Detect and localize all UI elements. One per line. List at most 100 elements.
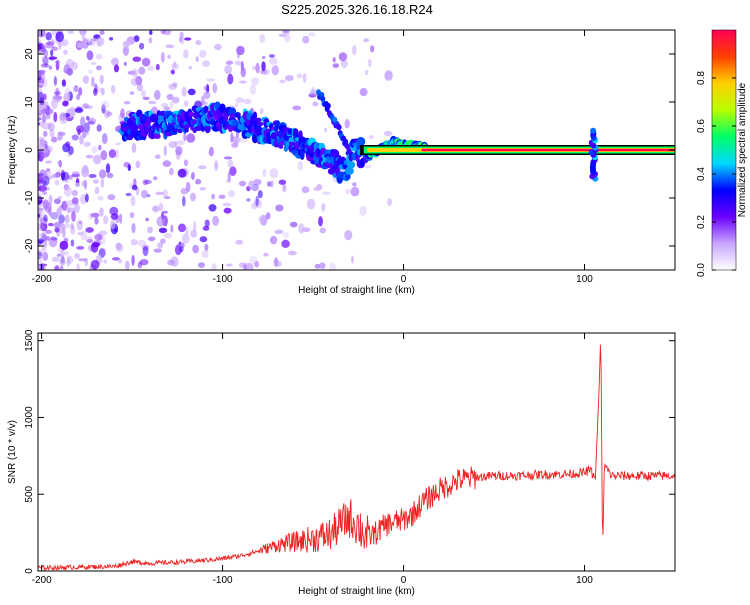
noise-blob bbox=[73, 86, 78, 92]
noise-blob bbox=[50, 237, 58, 241]
noise-blob bbox=[318, 216, 323, 227]
noise-blob bbox=[85, 154, 94, 159]
noise-blob bbox=[50, 211, 59, 220]
noise-blob bbox=[39, 96, 45, 106]
noise-blob bbox=[57, 160, 62, 166]
noise-blob bbox=[165, 44, 175, 49]
noise-blob bbox=[38, 185, 47, 192]
noise-blob bbox=[203, 91, 211, 100]
noise-blob bbox=[209, 146, 214, 157]
noise-blob bbox=[147, 226, 153, 234]
noise-blob bbox=[147, 236, 156, 242]
noise-blob bbox=[62, 100, 69, 107]
noise-blob bbox=[90, 61, 97, 65]
x-tick-label: -200 bbox=[32, 274, 52, 285]
noise-blob bbox=[383, 130, 393, 137]
noise-blob bbox=[266, 181, 272, 187]
noise-blob bbox=[76, 246, 85, 250]
noise-blob bbox=[257, 190, 263, 199]
noise-blob bbox=[40, 221, 48, 232]
noise-blob bbox=[229, 166, 237, 176]
noise-blob bbox=[148, 100, 157, 105]
noise-blob bbox=[263, 252, 269, 257]
noise-blob bbox=[71, 173, 80, 178]
noise-blob bbox=[48, 122, 55, 132]
noise-blob bbox=[38, 192, 42, 201]
noise-blob bbox=[86, 238, 94, 243]
noise-blob bbox=[83, 141, 91, 147]
noise-blob bbox=[211, 263, 217, 270]
x-tick-label: 0 bbox=[401, 274, 407, 285]
noise-blob bbox=[186, 133, 196, 143]
noise-blob bbox=[172, 82, 178, 88]
noise-blob bbox=[162, 210, 168, 214]
noise-blob bbox=[58, 39, 62, 50]
noise-blob bbox=[344, 230, 353, 241]
noise-blob bbox=[212, 83, 218, 94]
noise-blob bbox=[246, 198, 251, 202]
noise-blob bbox=[142, 179, 149, 186]
noise-blob bbox=[132, 56, 142, 62]
noise-blob bbox=[259, 33, 266, 44]
noise-blob bbox=[38, 34, 44, 38]
chart-title: S225.2025.326.16.18.R24 bbox=[281, 2, 433, 17]
noise-blob bbox=[312, 101, 319, 107]
noise-blob bbox=[168, 83, 177, 90]
noise-blob bbox=[38, 232, 45, 241]
noise-blob bbox=[107, 194, 116, 201]
noise-blob bbox=[202, 60, 210, 67]
noise-blob bbox=[278, 33, 287, 37]
noise-blob bbox=[177, 168, 187, 178]
noise-blob bbox=[51, 46, 59, 51]
snr-frame bbox=[37, 332, 676, 572]
noise-blob bbox=[49, 129, 55, 138]
noise-blob bbox=[51, 30, 57, 36]
noise-blob bbox=[43, 130, 48, 137]
noise-blob bbox=[136, 83, 144, 92]
noise-blob bbox=[48, 205, 52, 216]
noise-blob bbox=[52, 223, 61, 227]
noise-blob bbox=[166, 93, 174, 101]
noise-blob bbox=[43, 49, 49, 58]
noise-blob bbox=[149, 30, 153, 35]
noise-blob bbox=[289, 221, 298, 228]
noise-blob bbox=[212, 215, 220, 226]
y-tick-label: 0 bbox=[24, 147, 35, 153]
noise-blob bbox=[71, 197, 79, 205]
noise-blob bbox=[179, 245, 184, 253]
noise-blob bbox=[137, 261, 143, 269]
noise-blob bbox=[76, 42, 83, 49]
noise-blob bbox=[155, 191, 165, 196]
noise-blob bbox=[100, 178, 105, 188]
noise-blob bbox=[158, 202, 164, 212]
noise-blob bbox=[161, 103, 169, 108]
noise-blob bbox=[58, 214, 65, 224]
noise-blob bbox=[195, 56, 199, 62]
noise-blob bbox=[74, 107, 84, 114]
noise-blob bbox=[38, 86, 43, 97]
noise-blob bbox=[104, 110, 111, 119]
noise-blob bbox=[282, 30, 290, 34]
noise-blob bbox=[203, 85, 207, 91]
noise-blob bbox=[109, 37, 114, 41]
noise-blob bbox=[123, 61, 128, 66]
noise-blob bbox=[81, 38, 89, 49]
colorbar-tick-label: 0.8 bbox=[696, 71, 707, 85]
noise-blob bbox=[118, 112, 126, 124]
noise-blob bbox=[231, 142, 239, 148]
noise-blob bbox=[55, 137, 61, 141]
noise-blob bbox=[204, 243, 209, 252]
noise-blob bbox=[41, 108, 50, 115]
noise-blob bbox=[319, 262, 326, 270]
noise-blob bbox=[135, 160, 141, 169]
noise-blob bbox=[112, 257, 120, 261]
x-tick-label: 100 bbox=[576, 274, 593, 285]
noise-blob bbox=[113, 64, 120, 73]
noise-blob bbox=[139, 42, 145, 50]
noise-blob bbox=[384, 70, 393, 81]
noise-blob bbox=[179, 37, 183, 43]
noise-blob bbox=[130, 239, 138, 246]
noise-blob bbox=[53, 76, 58, 86]
ridge-blob bbox=[204, 123, 211, 134]
noise-blob bbox=[120, 108, 125, 119]
